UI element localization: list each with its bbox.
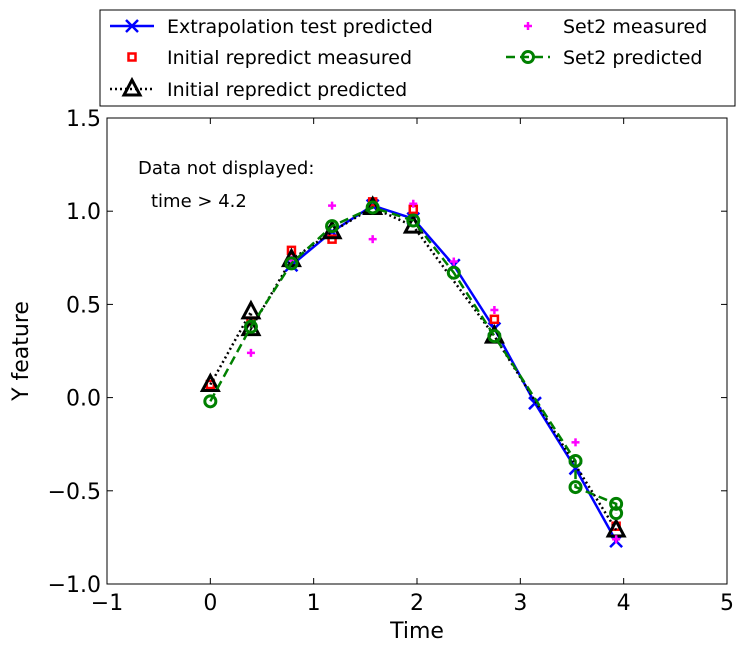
plot-area [106, 117, 728, 585]
x-tick-label: 4 [617, 591, 631, 616]
y-tick-label: −1.0 [48, 573, 101, 598]
legend-label: Initial repredict measured [167, 47, 412, 69]
x-tick-label: −1 [91, 591, 123, 616]
x-tick-label: 1 [307, 591, 321, 616]
legend: Extrapolation test predicted Initial repr… [99, 9, 736, 107]
legend-item: Initial repredict predicted [110, 76, 407, 101]
data-point [406, 213, 421, 228]
legend-frame [99, 9, 736, 107]
legend-label: Set2 measured [563, 16, 707, 38]
data-point [325, 219, 340, 234]
data-point [203, 394, 218, 409]
x-stroke [528, 396, 542, 411]
y-tick-label: 1.5 [66, 107, 101, 132]
x-tick-label: 5 [720, 591, 734, 616]
data-point [571, 438, 580, 447]
y-tick-label: 1.0 [66, 200, 101, 225]
data-point [199, 372, 221, 393]
data-point [243, 319, 258, 334]
legend-item: Set2 predicted [506, 47, 702, 69]
x-tick-label: 2 [410, 591, 424, 616]
x-tick-label: 0 [203, 591, 217, 616]
data-point [446, 265, 461, 280]
legend-marker [127, 52, 137, 62]
ticks: −1 0 1 2 3 4 5 −1.0 −0.5 0.0 0.5 1.0 1.5 [48, 107, 734, 616]
x-stroke [125, 19, 139, 33]
legend-label: Extrapolation test predicted [167, 16, 433, 38]
data-point [284, 256, 299, 271]
data-point [365, 200, 380, 215]
data-point [409, 199, 418, 208]
data-point [568, 480, 583, 495]
data-point [609, 496, 624, 511]
plot-content [199, 195, 627, 549]
annotation-line1: Data not displayed: [138, 158, 314, 179]
legend-item: Initial repredict measured [127, 47, 412, 69]
data-point [490, 305, 499, 314]
legend-marker [121, 76, 143, 97]
data-point [612, 535, 621, 544]
data-point [368, 235, 377, 244]
legend-label: Set2 predicted [563, 47, 702, 69]
legend-marker [521, 50, 535, 64]
annotation-line2: time > 4.2 [151, 191, 247, 212]
x-tick-label: 3 [513, 591, 527, 616]
data-point [328, 201, 337, 210]
series-3 [246, 199, 621, 544]
y-axis-label: Y feature [9, 301, 34, 402]
series-line [209, 206, 618, 514]
data-point [449, 257, 458, 266]
legend-item: Extrapolation test predicted [110, 16, 433, 38]
data-point [487, 329, 502, 344]
legend-marker [125, 19, 139, 33]
data-point [609, 506, 624, 521]
legend-label: Initial repredict predicted [167, 79, 407, 101]
data-point [568, 453, 583, 468]
legend-item: Set2 measured [524, 16, 707, 38]
y-tick-label: 0.5 [66, 293, 101, 318]
y-tick-label: 0.0 [66, 387, 101, 412]
legend-marker [524, 22, 532, 30]
data-point [489, 314, 500, 325]
y-tick-label: −0.5 [48, 480, 101, 505]
data-point [246, 348, 255, 357]
x-axis-label: Time [389, 619, 444, 644]
series-4 [203, 200, 624, 521]
